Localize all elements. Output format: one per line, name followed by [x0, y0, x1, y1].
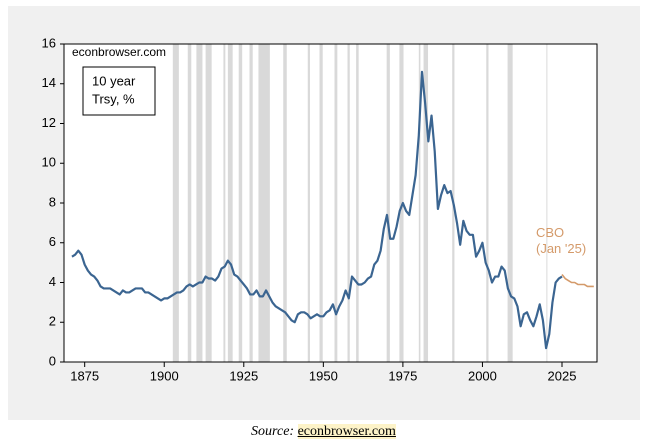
series-label: CBO: [536, 225, 564, 240]
recession-band: [356, 44, 359, 362]
x-tick-label: 1925: [229, 368, 258, 383]
y-tick-label: 0: [49, 353, 56, 368]
recession-band: [227, 44, 233, 362]
recession-band: [223, 44, 226, 362]
y-tick-label: 10: [42, 155, 56, 170]
recession-band: [258, 44, 270, 362]
label-box-text: 10 year: [92, 73, 136, 88]
recession-band: [418, 44, 421, 362]
y-tick-label: 4: [49, 274, 56, 289]
data-line: [561, 274, 594, 288]
source-prefix: Source:: [251, 424, 295, 439]
y-tick-label: 8: [49, 194, 56, 209]
label-box-text: Trsy, %: [92, 91, 135, 106]
recession-band: [319, 44, 323, 362]
recession-band: [187, 44, 192, 362]
recession-band: [399, 44, 404, 362]
recession-band: [546, 44, 548, 362]
recession-band: [347, 44, 350, 362]
recession-band: [196, 44, 203, 362]
recession-band: [507, 44, 513, 362]
y-tick-label: 16: [42, 35, 56, 50]
recession-band: [423, 44, 429, 362]
recession-band: [172, 44, 179, 362]
source: Source: econbrowser.com: [0, 424, 647, 440]
x-tick-label: 1950: [309, 368, 338, 383]
recession-band: [283, 44, 287, 362]
recession-band: [249, 44, 253, 362]
y-tick-label: 6: [49, 234, 56, 249]
x-tick-label: 2025: [548, 368, 577, 383]
plot-frame: [63, 43, 598, 363]
data-line: [71, 70, 563, 350]
label-box: [82, 66, 156, 116]
x-tick-label: 1900: [150, 368, 179, 383]
y-tick-label: 14: [42, 75, 56, 90]
chart: 0 2 4 6 8 10 12 14 16 1875 1900 1925 1950 1975 2000 202…: [8, 6, 640, 420]
series-label: (Jan '25): [536, 241, 586, 256]
recession-band: [386, 44, 390, 362]
watermark: econbrowser.com: [72, 45, 166, 59]
y-tick-label: 2: [49, 314, 56, 329]
recession-band: [205, 44, 212, 362]
x-tick-label: 1875: [70, 368, 99, 383]
source-link[interactable]: econbrowser.com: [297, 424, 396, 439]
recession-band: [486, 44, 489, 362]
y-tick-label: 12: [42, 115, 56, 130]
x-tick-label: 2000: [468, 368, 497, 383]
recession-band: [307, 44, 310, 362]
recession-band: [334, 44, 338, 362]
recession-band: [238, 44, 243, 362]
x-tick-label: 1975: [388, 368, 417, 383]
